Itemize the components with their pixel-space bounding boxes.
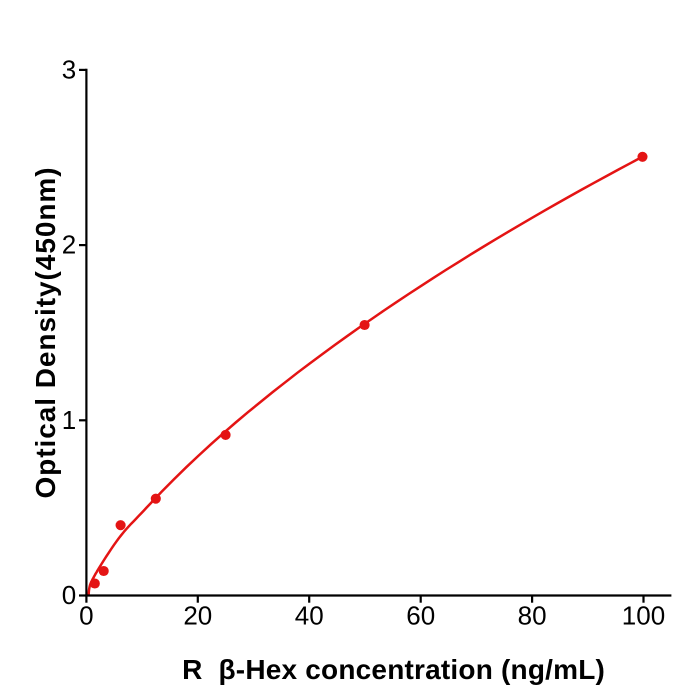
svg-text:0: 0 [62,580,76,610]
svg-text:3: 3 [62,55,76,85]
svg-text:Optical Density(450nm): Optical Density(450nm) [30,166,61,498]
svg-text:60: 60 [406,600,435,630]
svg-text:20: 20 [183,600,212,630]
svg-text:100: 100 [622,600,665,630]
svg-text:80: 80 [518,600,547,630]
svg-text:40: 40 [295,600,324,630]
svg-text:1: 1 [62,405,76,435]
svg-text:R β-Hex concentration (ng/mL): R β-Hex concentration (ng/mL) [182,654,605,685]
svg-text:0: 0 [79,600,93,630]
svg-text:2: 2 [62,230,76,260]
